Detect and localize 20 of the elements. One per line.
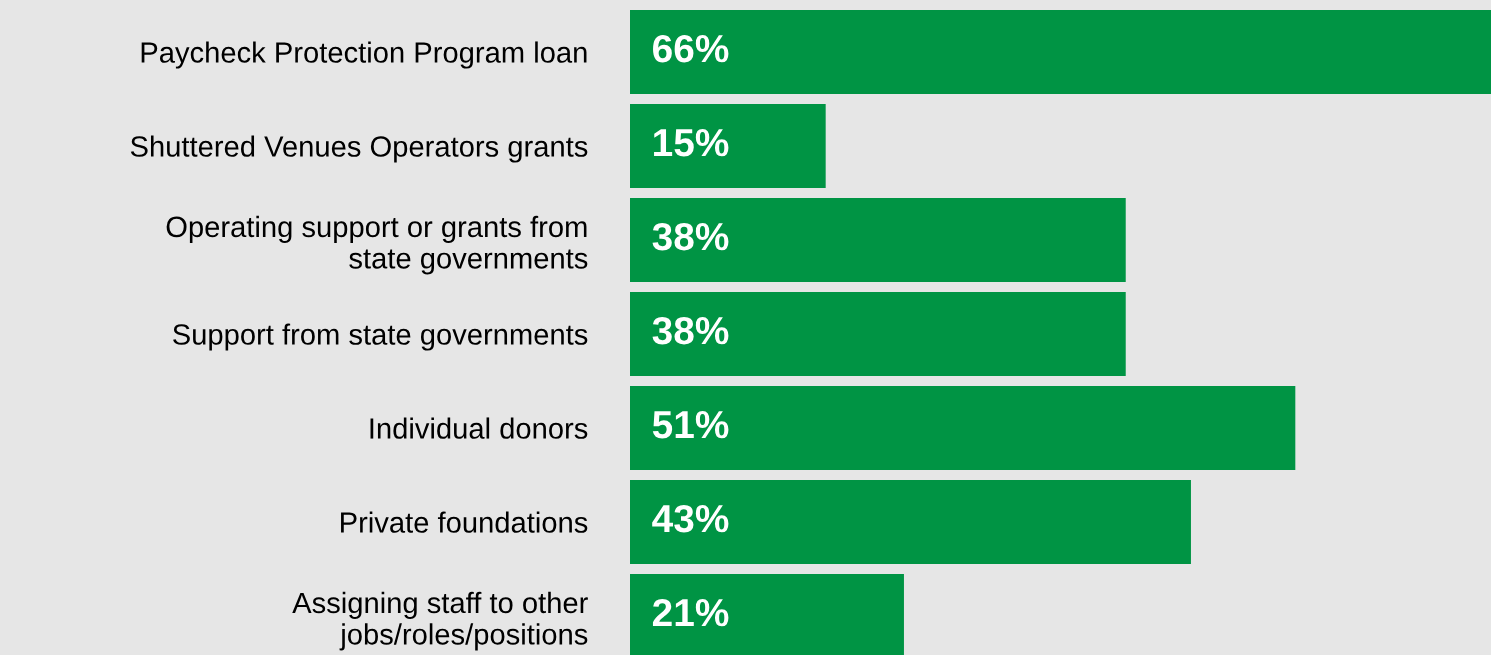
bar (630, 197, 1126, 283)
bar (630, 291, 1126, 377)
data-label: 43% (652, 504, 729, 533)
data-label: 15% (654, 129, 729, 157)
data-label: 38% (652, 222, 729, 251)
y-tick-label: Support from state governments (173, 323, 588, 351)
y-tick-label: Individual donors (370, 417, 588, 439)
y-tick-label: Shuttered Venues Operators grants (130, 135, 588, 163)
data-label: 38% (652, 316, 729, 345)
y-tick-label: Paycheck Protection Program loan (141, 41, 587, 69)
bar (630, 385, 1296, 471)
y-tick-label: Operating support or grants from state governments (166, 215, 588, 275)
data-label: 66% (653, 34, 729, 63)
bar (630, 9, 1491, 95)
y-tick-label: Private foundations (341, 511, 588, 533)
data-label: 21% (652, 598, 729, 627)
data-label: 51% (652, 411, 729, 439)
bar (630, 479, 1191, 565)
bar (630, 103, 826, 189)
y-tick-label: Assigning staff to other jobs/roles/positions (292, 591, 588, 651)
